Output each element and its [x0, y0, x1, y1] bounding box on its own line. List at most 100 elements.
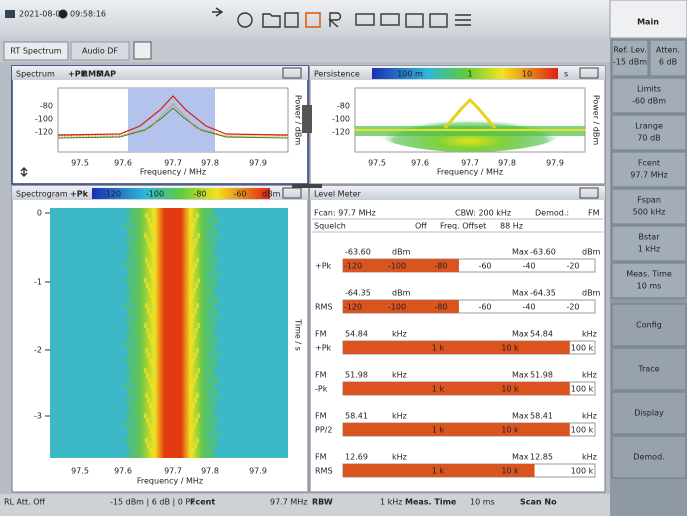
spectrogram-texture	[128, 388, 132, 393]
scale-label: 10	[522, 70, 532, 79]
splitter[interactable]	[302, 105, 312, 133]
level-meter-panel	[309, 185, 606, 493]
spectrogram-texture	[208, 208, 212, 213]
menu-button[interactable]	[611, 347, 687, 391]
spectrogram-panel	[11, 185, 309, 493]
spectrogram-texture	[214, 378, 218, 383]
menu-item[interactable]	[611, 188, 687, 225]
menu-item[interactable]	[649, 39, 687, 77]
menu-header	[609, 0, 687, 39]
row-label: RMS	[315, 303, 333, 312]
spectrogram-texture	[151, 228, 154, 233]
menu-button[interactable]	[611, 303, 687, 347]
row-label: PP/2	[315, 426, 332, 435]
max-label: Max	[512, 248, 529, 257]
edit-button[interactable]	[133, 41, 152, 60]
menu-item[interactable]	[611, 39, 649, 77]
spectrogram-texture	[152, 388, 155, 393]
spectrogram-texture	[150, 383, 153, 388]
max-value: 51.98	[530, 371, 553, 380]
menu-item[interactable]	[611, 114, 687, 151]
menu-title: Main	[637, 18, 659, 27]
meter-fill	[343, 259, 459, 272]
spectrogram-texture	[149, 403, 152, 408]
toolbar[interactable]	[212, 7, 471, 28]
spectrogram-texture	[127, 373, 131, 378]
spectrogram-texture	[191, 383, 194, 388]
mode-icon[interactable]	[429, 13, 448, 28]
back-icon[interactable]	[212, 7, 224, 17]
row-unit: dBm	[392, 248, 411, 257]
trace	[57, 107, 289, 139]
spectrogram-texture	[126, 358, 130, 363]
spectrogram-texture	[128, 308, 132, 313]
spectrogram-texture	[214, 418, 218, 423]
meter-scale-label: 100 k	[571, 344, 594, 353]
spectrogram-texture	[215, 313, 219, 318]
spectrogram-texture	[126, 318, 130, 323]
spectrogram-texture	[211, 453, 215, 458]
report-icon[interactable]	[328, 12, 342, 28]
max-unit: dBm	[582, 289, 601, 298]
spectrogram-texture	[196, 258, 199, 263]
spectrogram-texture	[150, 293, 153, 298]
meter-scale-label: -60	[478, 303, 491, 312]
panel-title: Persistence	[314, 70, 360, 79]
spectrogram-texture	[212, 308, 216, 313]
menu-item-value: 6 dB	[659, 58, 677, 67]
panel-title: Spectrum	[16, 70, 55, 79]
view-icon[interactable]	[405, 13, 424, 28]
meter-scale-label: 100 k	[571, 385, 594, 394]
menu-button-label: Config	[636, 321, 662, 330]
spectrogram-texture	[150, 248, 153, 253]
menu-button[interactable]	[611, 435, 687, 479]
spectrogram-texture	[192, 313, 195, 318]
spectrogram-texture	[146, 283, 149, 288]
tab[interactable]	[70, 41, 130, 61]
scale-label: 1	[467, 70, 472, 79]
tab[interactable]	[3, 41, 69, 61]
status-item: 1 kHz	[380, 498, 402, 507]
legend-entry: +Pk	[68, 70, 87, 79]
spectrogram-texture	[211, 213, 215, 218]
stop-icon[interactable]	[380, 13, 400, 26]
menu-item[interactable]	[611, 77, 687, 114]
spectrogram-texture	[193, 333, 196, 338]
row-value: 58.41	[345, 412, 368, 421]
menu-item-label: Ref. Lev.	[613, 46, 646, 55]
menu-item-value: 10 ms	[637, 282, 662, 291]
menu-item[interactable]	[611, 262, 687, 299]
menu-item[interactable]	[611, 151, 687, 188]
scroll-icon[interactable]	[20, 167, 28, 177]
meter-scale-label: 100 k	[571, 467, 594, 476]
open-icon[interactable]	[262, 13, 281, 28]
screenshot-icon[interactable]	[305, 12, 321, 28]
save-icon[interactable]	[284, 12, 299, 28]
menu-button[interactable]	[611, 391, 687, 435]
tab-label[interactable]: RT Spectrum	[10, 47, 61, 56]
row-unit: dBm	[392, 289, 411, 298]
menu-item-label: Fspan	[637, 196, 661, 205]
x-tick-label: 97.7	[164, 467, 182, 476]
spectrogram-texture	[132, 448, 136, 453]
scale-label: -80	[193, 190, 206, 199]
row-value: -63.60	[345, 248, 371, 257]
spectrogram-texture	[126, 398, 130, 403]
spectrogram-texture	[147, 308, 150, 313]
spectrogram-texture	[151, 363, 154, 368]
menu-item[interactable]	[611, 225, 687, 262]
spectrogram-texture	[211, 333, 215, 338]
spectrogram-texture	[145, 303, 148, 308]
spectrogram-texture	[144, 413, 147, 418]
row-value: 54.84	[345, 330, 368, 339]
meter-scale-label: -20	[566, 262, 579, 271]
settings-icon[interactable]	[237, 12, 253, 28]
spectrogram-texture	[191, 338, 194, 343]
spectrogram-texture	[125, 263, 129, 268]
tab-label[interactable]: Audio DF	[82, 47, 118, 56]
menu-icon[interactable]	[455, 14, 471, 26]
spectrogram-texture	[189, 253, 192, 258]
splitter[interactable]	[292, 184, 322, 188]
run-icon[interactable]	[355, 13, 375, 26]
spectrogram-texture	[125, 343, 129, 348]
